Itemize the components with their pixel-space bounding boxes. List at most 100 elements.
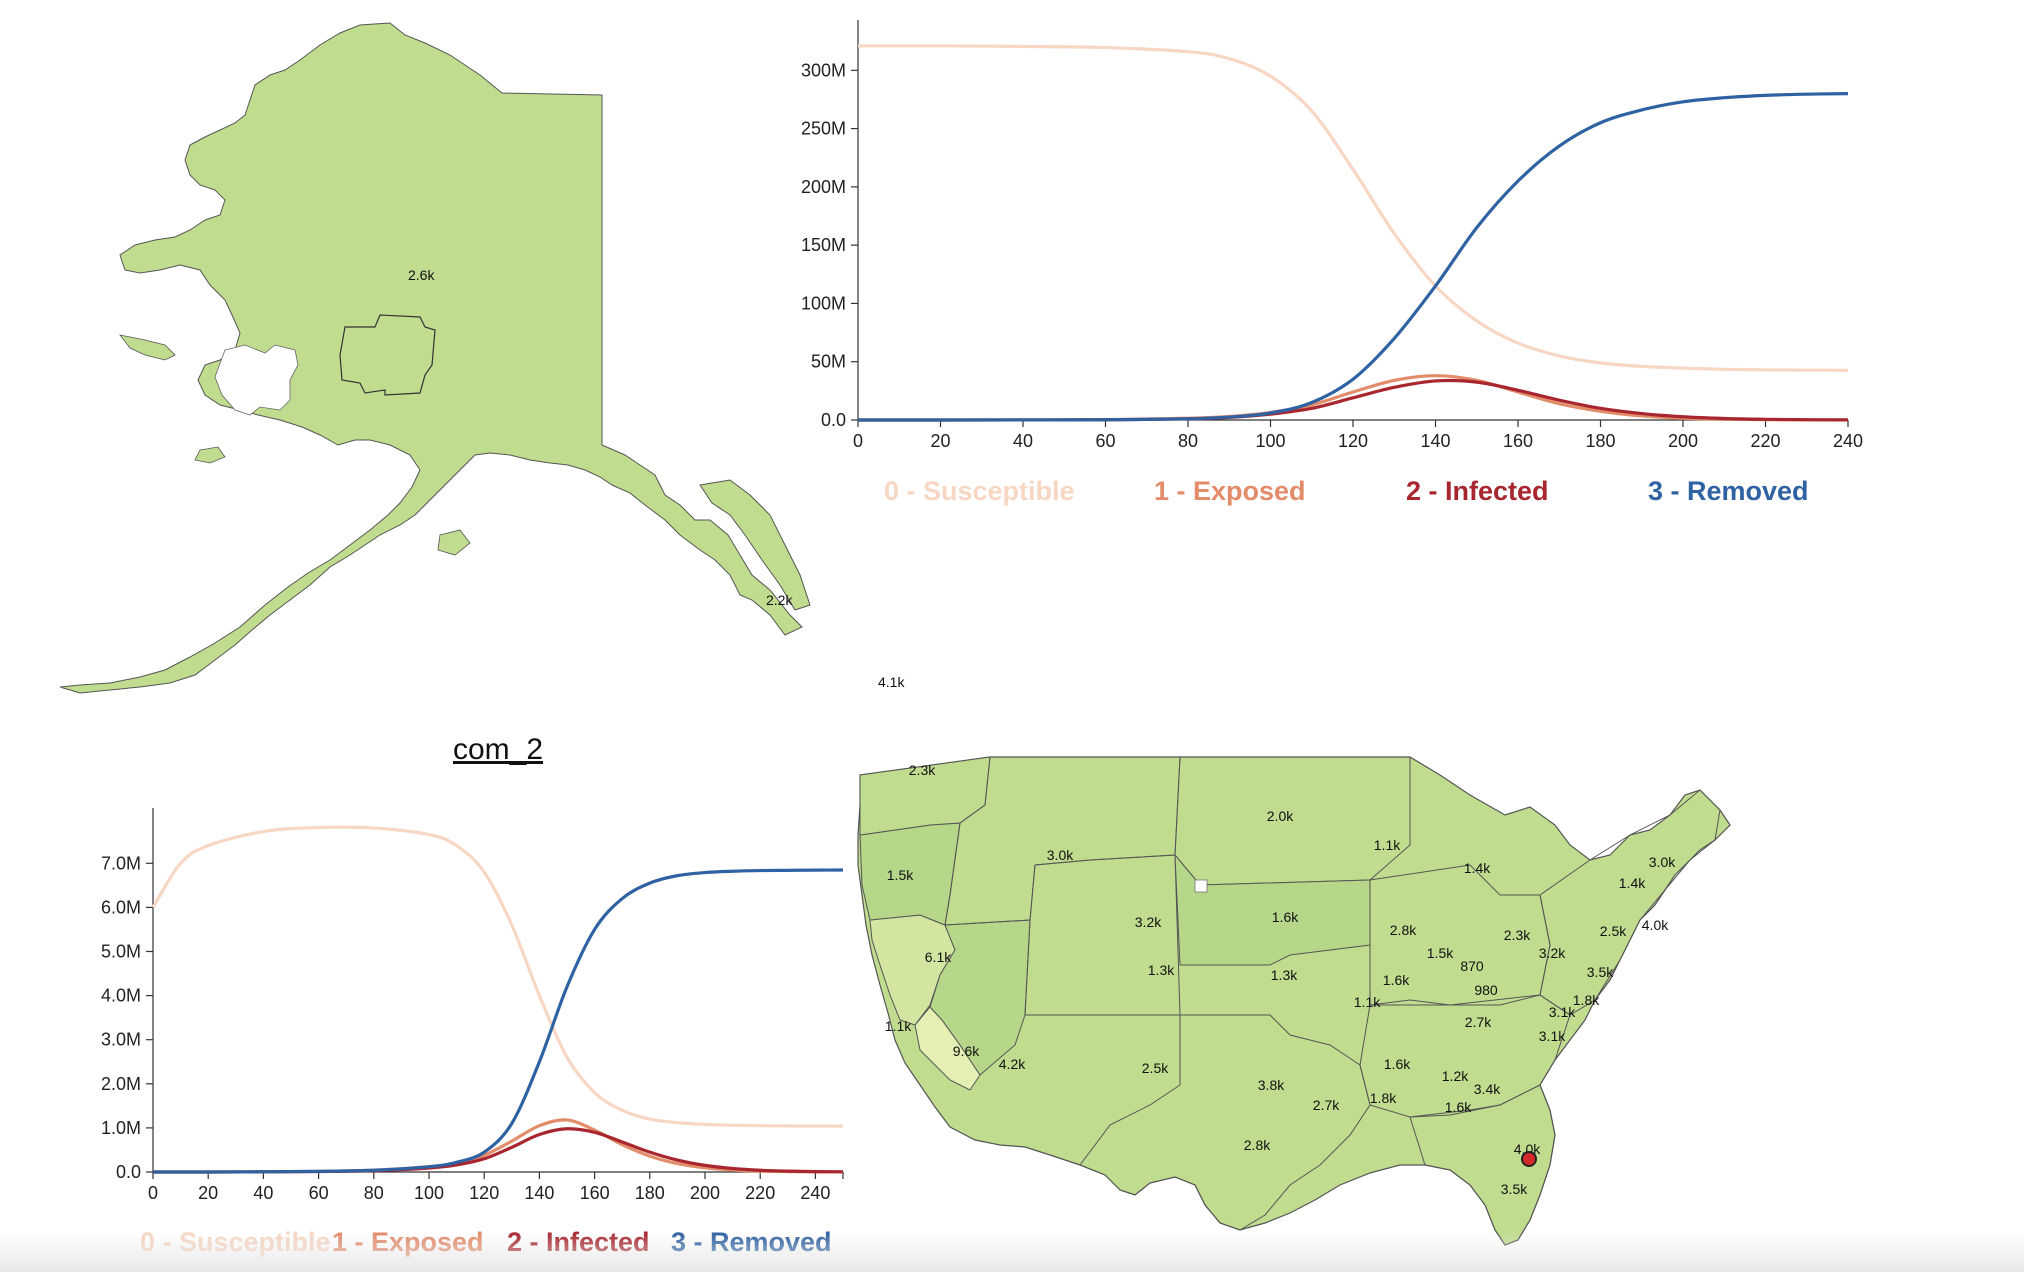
us-map-label: 1.8k — [1370, 1090, 1397, 1106]
alaska-island-kodiak[interactable] — [437, 529, 471, 556]
us-map-label: 1.5k — [887, 867, 914, 883]
alaska-island-south[interactable] — [194, 446, 226, 464]
x-tick-label: 0 — [853, 431, 863, 451]
us-map-label: 1.1k — [1354, 994, 1381, 1010]
y-tick-label: 6.0M — [101, 897, 141, 917]
x-tick-label: 160 — [580, 1183, 610, 1203]
series-line-infected[interactable] — [857, 378, 1849, 422]
us-region-white-spot[interactable] — [1194, 879, 1208, 893]
alaska-map[interactable]: 2.6k 2.2k — [40, 15, 840, 695]
x-tick-label: 200 — [690, 1183, 720, 1203]
us-region-mountain-central[interactable] — [1024, 854, 1181, 1016]
us-map-label: 2.7k — [1465, 1014, 1492, 1030]
us-map-panel: 2.3k 2.0k 3.0k 1.1k 1.5k 3.0k 1.4k 1.4k 3.2k 1.6k… — [850, 745, 1780, 1265]
us-map-label: 3.1k — [1549, 1004, 1576, 1020]
us-map[interactable]: 2.3k2.0k3.0k1.1k1.5k3.0k1.4k1.4k3.2k 1.6k… — [850, 745, 1780, 1265]
legend-item-exposed[interactable]: 1 - Exposed — [1154, 476, 1306, 506]
x-tick-label: 40 — [253, 1183, 273, 1203]
y-tick-label: 250M — [801, 119, 846, 139]
us-map-label: 3.0k — [1649, 854, 1676, 870]
y-tick-label: 1.0M — [101, 1118, 141, 1138]
us-region-northeast[interactable] — [1539, 789, 1721, 1016]
us-map-label: 4.0k — [1514, 1141, 1541, 1157]
series-line-removed[interactable] — [153, 868, 844, 1174]
y-tick-label: 50M — [811, 352, 846, 372]
series-line-susceptible[interactable] — [857, 44, 1849, 372]
x-tick-label: 100 — [1255, 431, 1285, 451]
us-map-label: 3.5k — [1501, 1181, 1528, 1197]
alaska-region-white[interactable] — [214, 344, 299, 416]
us-map-label: 2.5k — [1142, 1060, 1169, 1076]
us-map-labels: 2.3k2.0k3.0k1.1k1.5k3.0k1.4k1.4k3.2k 1.6k… — [885, 762, 1676, 1197]
selected-city-marker[interactable] — [1521, 1151, 1537, 1167]
x-tick-label: 240 — [800, 1183, 830, 1203]
us-map-label: 3.8k — [1258, 1077, 1285, 1093]
y-tick-label: 0.0 — [116, 1162, 141, 1182]
series-line-exposed[interactable] — [153, 1118, 844, 1174]
us-map-label: 2.8k — [1390, 922, 1417, 938]
x-tick-label: 160 — [1503, 431, 1533, 451]
y-tick-label: 7.0M — [101, 853, 141, 873]
us-map-label: 1.3k — [1271, 967, 1298, 983]
floating-map-label: 4.1k — [878, 674, 905, 690]
us-map-label: 1.5k — [1427, 945, 1454, 961]
us-map-label: 4.2k — [999, 1056, 1026, 1072]
us-region-florida[interactable] — [1409, 1084, 1556, 1246]
y-tick-label: 4.0M — [101, 986, 141, 1006]
x-tick-label: 240 — [1833, 431, 1863, 451]
y-tick-label: 300M — [801, 60, 846, 80]
us-map-label: 1.1k — [885, 1018, 912, 1034]
us-map-label: 1.6k — [1384, 1056, 1411, 1072]
y-tick-label: 200M — [801, 177, 846, 197]
x-tick-label: 20 — [930, 431, 950, 451]
chart-national-svg[interactable]: 0.0 50M 100M 150M 200M 250M 300M 0 20 40 60 80 100 12… — [790, 0, 1870, 520]
us-map-label: 2.0k — [1267, 808, 1294, 824]
us-map-label: 3.5k — [1587, 964, 1614, 980]
x-tick-label: 180 — [1585, 431, 1615, 451]
us-map-label: 2.8k — [1244, 1137, 1271, 1153]
legend-item-infected[interactable]: 2 - Infected — [507, 1227, 650, 1257]
us-map-label: 2.5k — [1600, 923, 1627, 939]
alaska-region-inner[interactable] — [339, 314, 436, 396]
alaska-panhandle-south[interactable] — [699, 479, 811, 611]
us-map-label: 870 — [1460, 958, 1484, 974]
us-map-label: 1.6k — [1445, 1099, 1472, 1115]
y-tick-label: 2.0M — [101, 1074, 141, 1094]
us-map-label: 1.3k — [1148, 962, 1175, 978]
legend-item-exposed[interactable]: 1 - Exposed — [332, 1227, 484, 1257]
us-map-label: 3.0k — [1047, 847, 1074, 863]
y-tick-label: 100M — [801, 293, 846, 313]
legend-item-removed[interactable]: 3 - Removed — [1648, 476, 1809, 506]
y-tick-label: 3.0M — [101, 1030, 141, 1050]
x-tick-label: 140 — [1420, 431, 1450, 451]
us-map-label: 980 — [1474, 982, 1498, 998]
legend-item-infected[interactable]: 2 - Infected — [1406, 476, 1549, 506]
us-map-label: 1.1k — [1374, 837, 1401, 853]
x-tick-label: 60 — [309, 1183, 329, 1203]
us-map-label: 1.4k — [1619, 875, 1646, 891]
legend-item-susceptible[interactable]: 0 - Susceptible — [884, 476, 1075, 506]
x-tick-label: 100 — [414, 1183, 444, 1203]
x-tick-label: 0 — [148, 1183, 158, 1203]
us-map-label: 6.1k — [925, 949, 952, 965]
chart-com-2-svg[interactable]: com_2 0.0 1.0M 2.0M 3.0M 4.0M 5.0M 6.0M 7.0M 0 20 4… — [60, 720, 880, 1272]
y-tick-label: 5.0M — [101, 941, 141, 961]
us-map-label: 1.8k — [1573, 992, 1600, 1008]
alaska-island-west[interactable] — [119, 334, 176, 361]
legend-item-removed[interactable]: 3 - Removed — [671, 1227, 832, 1257]
legend-item-susceptible[interactable]: 0 - Susceptible — [140, 1227, 331, 1257]
x-tick-label: 220 — [745, 1183, 775, 1203]
us-map-label: 9.6k — [953, 1043, 980, 1059]
us-region-plains-central[interactable] — [1174, 853, 1371, 966]
chart-com-2: com_2 0.0 1.0M 2.0M 3.0M 4.0M 5.0M 6.0M 7.0M 0 20 4… — [60, 720, 880, 1272]
x-tick-label: 60 — [1095, 431, 1115, 451]
x-tick-label: 180 — [635, 1183, 665, 1203]
chart-title: com_2 — [453, 733, 543, 766]
us-map-label: 1.6k — [1272, 909, 1299, 925]
series-line-removed[interactable] — [857, 92, 1849, 422]
us-region-midwest[interactable] — [1369, 864, 1551, 1006]
alaska-label-southeast: 2.2k — [766, 592, 793, 608]
alaska-label-main: 2.6k — [408, 267, 435, 283]
us-map-label: 3.1k — [1539, 1028, 1566, 1044]
us-region-texas[interactable] — [1079, 1014, 1371, 1231]
